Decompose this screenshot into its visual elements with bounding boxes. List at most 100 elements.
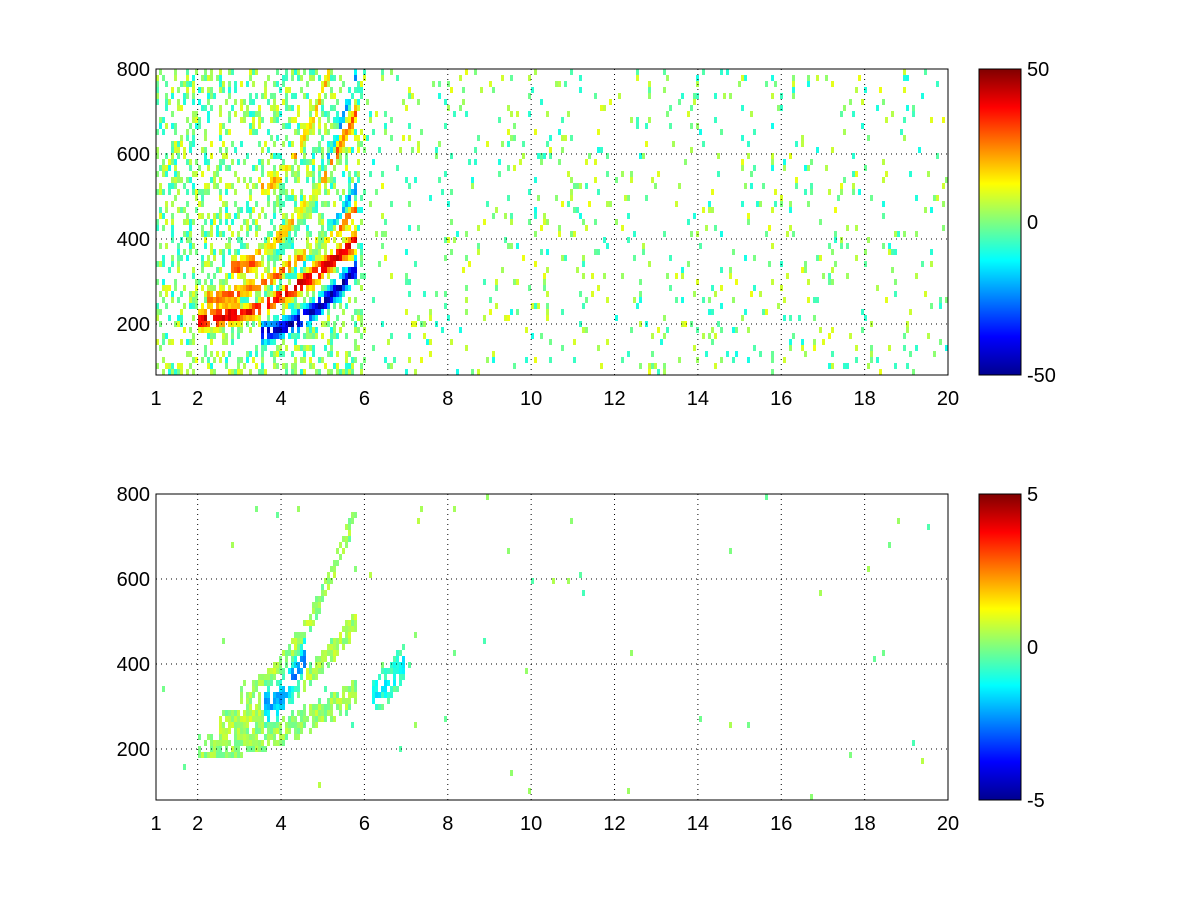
heatmap-cell — [786, 231, 789, 237]
heatmap-cell — [264, 345, 267, 351]
heatmap-cell — [261, 243, 264, 249]
heatmap-cell — [489, 309, 492, 315]
heatmap-cell — [297, 315, 300, 321]
heatmap-cell — [354, 117, 357, 123]
heatmap-cell — [351, 369, 354, 375]
heatmap-cell — [195, 303, 198, 309]
heatmap-cell — [318, 243, 321, 249]
heatmap-cell — [303, 273, 306, 279]
heatmap-cell — [804, 267, 807, 273]
heatmap-cell — [279, 165, 282, 171]
heatmap-cell — [738, 81, 741, 87]
heatmap-cell — [882, 213, 885, 219]
heatmap-cell — [531, 303, 534, 309]
heatmap-cell — [309, 674, 312, 680]
heatmap-cell — [198, 279, 201, 285]
heatmap-cell — [711, 207, 714, 213]
heatmap-cell — [447, 81, 450, 87]
heatmap-cell — [861, 99, 864, 105]
heatmap-cell — [162, 279, 165, 285]
heatmap-cell — [573, 207, 576, 213]
heatmap-cell — [279, 189, 282, 195]
heatmap-cell — [174, 285, 177, 291]
heatmap-cell — [297, 662, 300, 668]
heatmap-cell — [213, 309, 216, 315]
heatmap-cell — [747, 219, 750, 225]
heatmap-cell — [369, 201, 372, 207]
heatmap-cell — [291, 243, 294, 249]
heatmap-cell — [321, 668, 324, 674]
heatmap-cell — [561, 255, 564, 261]
heatmap-cell — [252, 99, 255, 105]
heatmap-cell — [768, 225, 771, 231]
heatmap-cell — [165, 285, 168, 291]
heatmap-cell — [192, 369, 195, 375]
heatmap-cell — [609, 99, 612, 105]
heatmap-cell — [333, 291, 336, 297]
heatmap-cell — [210, 87, 213, 93]
heatmap-cell — [354, 512, 357, 518]
heatmap-cell — [210, 309, 213, 315]
heatmap-cell — [300, 668, 303, 674]
heatmap-cell — [579, 321, 582, 327]
heatmap-cell — [186, 213, 189, 219]
heatmap-cell — [267, 674, 270, 680]
heatmap-cell — [939, 297, 942, 303]
heatmap-cell — [483, 279, 486, 285]
heatmap-cell — [315, 608, 318, 614]
heatmap-cell — [264, 722, 267, 728]
heatmap-cell — [408, 225, 411, 231]
heatmap-cell — [345, 357, 348, 363]
heatmap-cell — [330, 177, 333, 183]
heatmap-cell — [771, 165, 774, 171]
heatmap-cell — [309, 105, 312, 111]
heatmap-cell — [306, 225, 309, 231]
heatmap-cell — [630, 650, 633, 656]
heatmap-cell — [213, 213, 216, 219]
heatmap-cell — [219, 315, 222, 321]
heatmap-cell — [318, 147, 321, 153]
heatmap-cell — [384, 123, 387, 129]
heatmap-cell — [204, 75, 207, 81]
heatmap-cell — [594, 159, 597, 165]
heatmap-cell — [441, 189, 444, 195]
heatmap-cell — [288, 644, 291, 650]
heatmap-cell — [219, 357, 222, 363]
heatmap-cell — [261, 357, 264, 363]
heatmap-cell — [327, 177, 330, 183]
heatmap-cell — [348, 638, 351, 644]
heatmap-cell — [255, 273, 258, 279]
heatmap-cell — [261, 722, 264, 728]
heatmap-cell — [504, 315, 507, 321]
heatmap-cell — [282, 141, 285, 147]
heatmap-cell — [312, 608, 315, 614]
heatmap-cell — [258, 213, 261, 219]
heatmap-cell — [237, 159, 240, 165]
heatmap-cell — [783, 315, 786, 321]
heatmap-cell — [318, 279, 321, 285]
heatmap-cell — [345, 686, 348, 692]
heatmap-cell — [246, 722, 249, 728]
heatmap-cell — [381, 231, 384, 237]
heatmap-cell — [270, 728, 273, 734]
heatmap-cell — [159, 243, 162, 249]
heatmap-cell — [393, 686, 396, 692]
heatmap-cell — [300, 728, 303, 734]
heatmap-cell — [939, 339, 942, 345]
heatmap-cell — [273, 333, 276, 339]
heatmap-cell — [384, 680, 387, 686]
heatmap-cell — [435, 291, 438, 297]
heatmap-cell — [195, 123, 198, 129]
heatmap-cell — [288, 291, 291, 297]
heatmap-cell — [204, 321, 207, 327]
heatmap-cell — [282, 81, 285, 87]
heatmap-cell — [201, 285, 204, 291]
heatmap-cell — [189, 327, 192, 333]
heatmap-cell — [159, 213, 162, 219]
heatmap-cell — [297, 309, 300, 315]
heatmap-cell — [348, 536, 351, 542]
heatmap-cell — [354, 273, 357, 279]
heatmap-cell — [354, 105, 357, 111]
heatmap-cell — [324, 303, 327, 309]
heatmap-cell — [321, 135, 324, 141]
